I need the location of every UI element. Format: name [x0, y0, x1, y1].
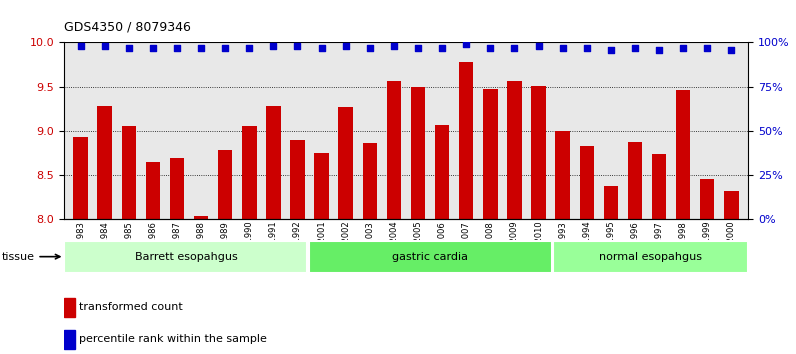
Point — [580, 45, 593, 51]
Point — [291, 43, 304, 49]
Bar — [579, 146, 594, 219]
Bar — [64, 298, 75, 317]
Bar — [387, 81, 401, 219]
Bar — [531, 86, 546, 219]
Point — [170, 45, 183, 51]
Text: normal esopahgus: normal esopahgus — [599, 252, 702, 262]
Point — [267, 43, 279, 49]
Bar — [507, 81, 521, 219]
Point — [677, 45, 689, 51]
Point — [146, 45, 159, 51]
Bar — [194, 216, 209, 219]
Bar — [146, 162, 160, 219]
Point — [653, 47, 665, 52]
Text: percentile rank within the sample: percentile rank within the sample — [79, 334, 267, 344]
Bar — [122, 126, 136, 219]
Point — [74, 43, 87, 49]
Point — [508, 45, 521, 51]
Bar — [724, 191, 739, 219]
Bar — [97, 106, 112, 219]
Point — [219, 45, 232, 51]
Point — [435, 45, 448, 51]
Bar — [338, 107, 353, 219]
Bar — [291, 140, 305, 219]
Bar — [603, 186, 618, 219]
Bar — [553, 241, 747, 273]
Bar — [628, 143, 642, 219]
Bar — [309, 241, 552, 273]
Point — [243, 45, 256, 51]
Bar — [459, 62, 474, 219]
Point — [725, 47, 738, 52]
Point — [195, 45, 208, 51]
Text: gastric cardia: gastric cardia — [392, 252, 468, 262]
Point — [412, 45, 424, 51]
Bar — [483, 89, 498, 219]
Point — [364, 45, 377, 51]
Bar — [73, 137, 88, 219]
Point — [123, 45, 135, 51]
Bar — [170, 158, 184, 219]
Text: Barrett esopahgus: Barrett esopahgus — [135, 252, 237, 262]
Point — [388, 43, 400, 49]
Bar — [218, 150, 232, 219]
Point — [629, 45, 642, 51]
Bar — [64, 330, 75, 349]
Bar — [64, 241, 307, 273]
Point — [604, 47, 617, 52]
Point — [556, 45, 569, 51]
Bar — [242, 126, 256, 219]
Bar — [314, 153, 329, 219]
Point — [701, 45, 714, 51]
Bar — [435, 125, 450, 219]
Bar — [652, 154, 666, 219]
Text: transformed count: transformed count — [79, 302, 183, 313]
Bar — [700, 179, 715, 219]
Point — [484, 45, 497, 51]
Point — [339, 43, 352, 49]
Point — [533, 43, 545, 49]
Point — [460, 41, 473, 47]
Bar — [556, 131, 570, 219]
Point — [315, 45, 328, 51]
Point — [98, 43, 111, 49]
Text: GDS4350 / 8079346: GDS4350 / 8079346 — [64, 21, 190, 34]
Bar — [411, 87, 425, 219]
Text: tissue: tissue — [2, 252, 60, 262]
Bar — [362, 143, 377, 219]
Bar — [266, 106, 281, 219]
Bar — [676, 90, 690, 219]
